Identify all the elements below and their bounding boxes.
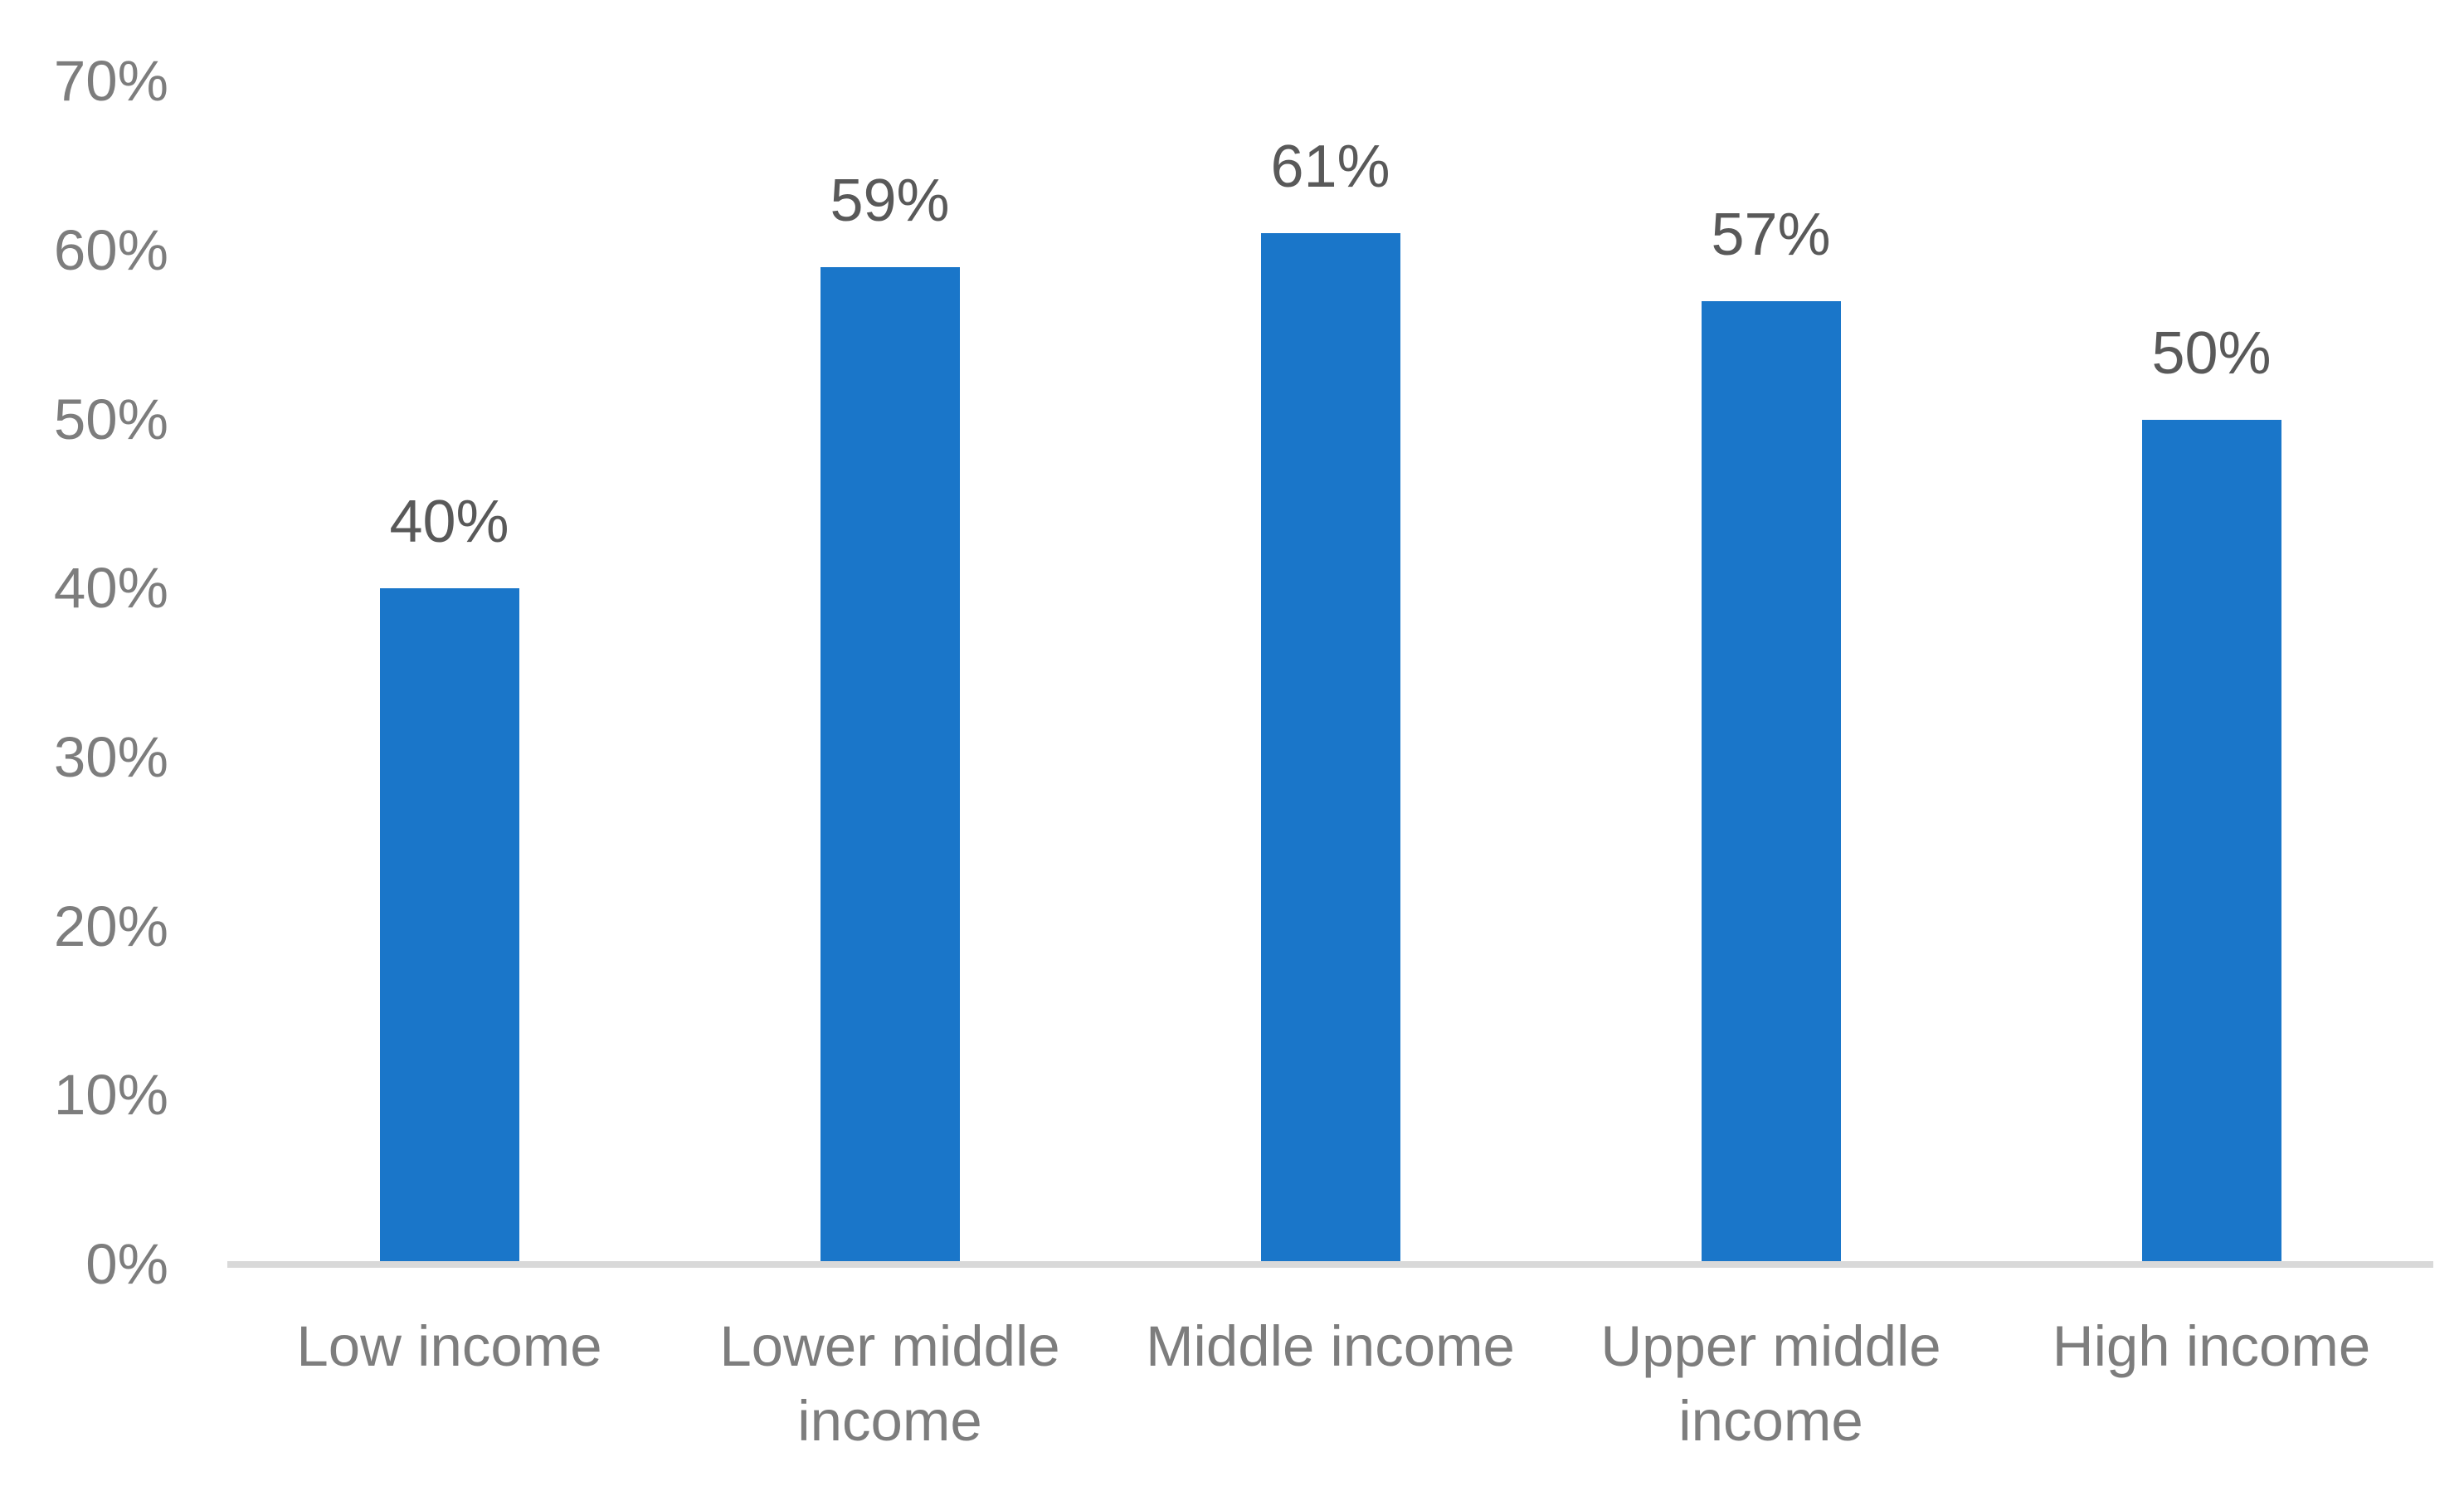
bar bbox=[1701, 300, 1841, 1261]
y-tick-label: 10% bbox=[53, 1063, 168, 1128]
y-tick-label: 30% bbox=[53, 724, 168, 789]
category-label: Lower middle income bbox=[719, 1314, 1060, 1453]
bar bbox=[820, 267, 960, 1261]
category-label: Low income bbox=[296, 1314, 602, 1378]
bar-slot: 50% bbox=[1991, 0, 2432, 1261]
category-label: Middle income bbox=[1146, 1314, 1515, 1378]
x-axis-line bbox=[227, 1261, 2433, 1268]
bar-slot: 57% bbox=[1551, 0, 1991, 1261]
data-label: 57% bbox=[1711, 201, 1831, 268]
y-tick-label: 20% bbox=[53, 894, 168, 958]
bar bbox=[1260, 233, 1400, 1261]
data-label: 50% bbox=[2151, 319, 2272, 387]
y-tick-label: 60% bbox=[53, 217, 168, 282]
data-label: 59% bbox=[830, 168, 950, 235]
y-axis: 0% 10% 20% 30% 40% 50% 60% 70% bbox=[0, 0, 168, 1486]
y-tick-label: 0% bbox=[85, 1232, 168, 1296]
bar bbox=[379, 588, 519, 1261]
category-label: High income bbox=[2052, 1314, 2371, 1378]
bar-slot: 61% bbox=[1110, 0, 1551, 1261]
y-tick-label: 70% bbox=[53, 49, 168, 114]
bar-slot: 40% bbox=[229, 0, 670, 1261]
category-label: Upper middle income bbox=[1600, 1314, 1941, 1453]
y-tick-label: 40% bbox=[53, 556, 168, 621]
plot-area: 40% 59% 61% 57% 50% bbox=[229, 0, 2432, 1261]
data-label: 40% bbox=[389, 489, 509, 556]
bar-slot: 59% bbox=[670, 0, 1110, 1261]
data-label: 61% bbox=[1270, 134, 1390, 201]
x-axis-labels: Low income Lower middle income Middle inco… bbox=[229, 1309, 2432, 1459]
y-tick-label: 50% bbox=[53, 387, 168, 451]
bar bbox=[2141, 419, 2281, 1261]
